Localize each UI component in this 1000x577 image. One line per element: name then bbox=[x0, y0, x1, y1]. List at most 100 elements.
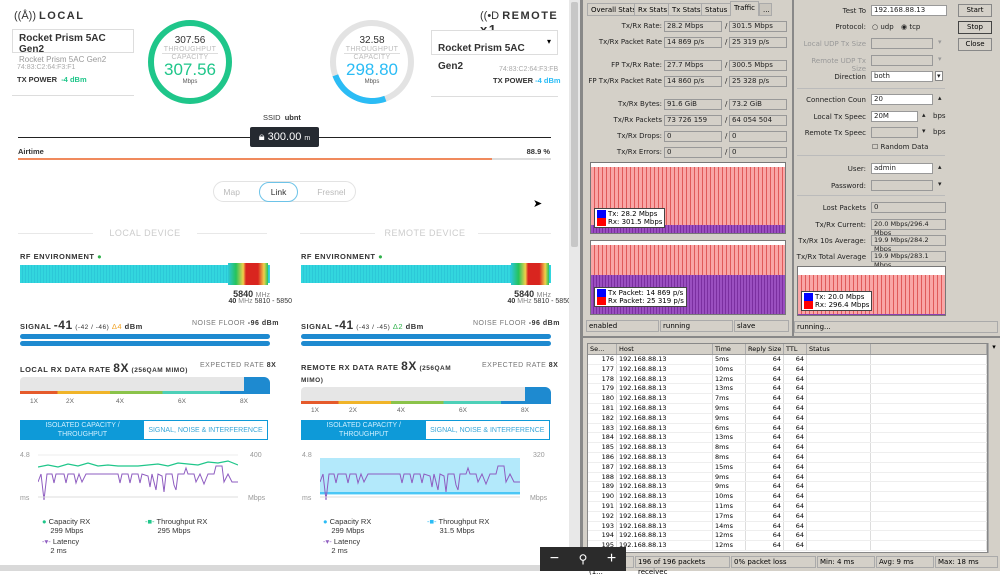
col-ttl[interactable]: TTL bbox=[784, 344, 807, 354]
local-rf-spectrum[interactable] bbox=[20, 263, 270, 285]
isolated-capacity-button[interactable]: ISOLATED CAPACITY / THROUGHPUT bbox=[21, 421, 144, 439]
column-menu-icon[interactable]: ▾ bbox=[992, 344, 996, 351]
table-row[interactable]: 194 192.168.88.13 12ms 64 64 bbox=[588, 531, 987, 542]
table-row[interactable]: 192 192.168.88.13 17ms 64 64 bbox=[588, 511, 987, 522]
tab-traffic[interactable]: Traffic bbox=[730, 1, 760, 16]
avg10-rate-field: 19.9 Mbps/284.2 Mbps bbox=[871, 235, 946, 253]
tab-rx-stats[interactable]: Rx Stats bbox=[634, 3, 672, 16]
table-row[interactable]: 193 192.168.88.13 14ms 64 64 bbox=[588, 521, 987, 532]
collapse-icon[interactable]: ▴ bbox=[938, 94, 942, 102]
remote-rf-spectrum[interactable] bbox=[301, 263, 551, 285]
view-tabs: Map Link Fresnel bbox=[213, 181, 356, 202]
remote-freq: 5840 MHz bbox=[514, 289, 551, 299]
table-row[interactable]: 182 192.168.88.13 9ms 64 64 bbox=[588, 413, 987, 424]
remote-tx-speed-input[interactable] bbox=[871, 127, 918, 138]
remote-udp-size-input[interactable] bbox=[871, 55, 933, 66]
help-icon[interactable]: ● bbox=[378, 252, 384, 261]
tab-fresnel[interactable]: Fresnel bbox=[317, 186, 346, 197]
dropdown-icon[interactable]: ▾ bbox=[935, 71, 943, 81]
table-cell: 12ms bbox=[713, 531, 746, 541]
col-time[interactable]: Time bbox=[713, 344, 746, 354]
protocol-tcp-radio[interactable]: ◉ tcp bbox=[901, 23, 921, 31]
isolated-capacity-button[interactable]: ISOLATED CAPACITY / THROUGHPUT bbox=[302, 421, 426, 439]
table-cell bbox=[807, 384, 871, 394]
table-cell: 9ms bbox=[713, 403, 746, 413]
table-row[interactable]: 188 192.168.88.13 9ms 64 64 bbox=[588, 472, 987, 483]
table-cell: 192.168.88.13 bbox=[617, 521, 713, 531]
user-input[interactable]: admin bbox=[871, 163, 933, 174]
signal-noise-button[interactable]: SIGNAL, NOISE & INTERFERENCE bbox=[425, 421, 549, 439]
collapse-icon[interactable]: ▴ bbox=[922, 111, 926, 119]
zoom-out-button[interactable]: − bbox=[549, 550, 560, 567]
remote-throughput-chart bbox=[320, 458, 520, 501]
table-row[interactable]: 179 192.168.88.13 13ms 64 64 bbox=[588, 384, 987, 395]
table-cell: 188 bbox=[588, 472, 617, 482]
table-cell: 64 bbox=[784, 364, 807, 374]
status-enabled: enabled bbox=[586, 320, 659, 332]
table-row[interactable]: 185 192.168.88.13 8ms 64 64 bbox=[588, 443, 987, 453]
col-reply-size[interactable]: Reply Size bbox=[746, 344, 784, 354]
help-icon[interactable]: ● bbox=[97, 252, 103, 261]
tab-link[interactable]: Link bbox=[258, 181, 299, 202]
table-row[interactable]: 184 192.168.88.13 13ms 64 64 bbox=[588, 433, 987, 444]
tab-status[interactable]: Status bbox=[701, 3, 732, 16]
table-row[interactable]: 180 192.168.88.13 7ms 64 64 bbox=[588, 394, 987, 404]
local-tx-speed-input[interactable]: 20M bbox=[871, 111, 918, 122]
table-row[interactable]: 186 192.168.88.13 8ms 64 64 bbox=[588, 452, 987, 463]
table-row[interactable]: 181 192.168.88.13 9ms 64 64 bbox=[588, 403, 987, 414]
start-button[interactable]: Start bbox=[958, 4, 992, 17]
slash: / bbox=[725, 116, 728, 124]
table-row[interactable]: 187 192.168.88.13 15ms 64 64 bbox=[588, 462, 987, 473]
zoom-in-button[interactable]: + bbox=[606, 550, 617, 567]
btest-legend: Tx: 20.0 Mbps Rx: 296.4 Mbps bbox=[801, 291, 873, 311]
expand-icon[interactable]: ▾ bbox=[922, 127, 926, 135]
test-to-input[interactable]: 192.168.88.13 bbox=[871, 5, 947, 16]
table-cell: 64 bbox=[784, 462, 807, 472]
local-udp-size-input[interactable] bbox=[871, 38, 933, 49]
table-row[interactable]: 195 192.168.88.13 12ms 64 64 bbox=[588, 541, 987, 551]
antenna-icon: ((Å)) bbox=[14, 10, 40, 22]
collapse-icon[interactable]: ▴ bbox=[938, 163, 942, 171]
table-cell: 192.168.88.13 bbox=[617, 472, 713, 482]
stop-button[interactable]: Stop bbox=[958, 21, 992, 34]
table-row[interactable]: 191 192.168.88.13 11ms 64 64 bbox=[588, 501, 987, 512]
table-cell: 64 bbox=[784, 492, 807, 501]
local-mac: 74:83:C2:64:F3:F1 bbox=[17, 64, 76, 71]
col-status[interactable]: Status bbox=[807, 344, 871, 354]
direction-select[interactable]: both bbox=[871, 71, 933, 82]
table-row[interactable]: 177 192.168.88.13 10ms 64 64 bbox=[588, 364, 987, 375]
connection-count-input[interactable]: 20 bbox=[871, 94, 933, 105]
col-seq[interactable]: Se... bbox=[588, 344, 617, 354]
dropdown-icon[interactable]: ▾ bbox=[938, 55, 942, 63]
signal-noise-button[interactable]: SIGNAL, NOISE & INTERFERENCE bbox=[144, 421, 267, 439]
local-capacity-gauge: 307.56 THROUGHPUT CAPACITY 307.56 Mbps bbox=[148, 20, 232, 104]
remote-device-select[interactable]: Rocket Prism 5AC Gen2 ▾ bbox=[431, 30, 558, 72]
table-row[interactable]: 190 192.168.88.13 10ms 64 64 bbox=[588, 492, 987, 502]
table-row[interactable]: 189 192.168.88.13 9ms 64 64 bbox=[588, 482, 987, 493]
table-cell: 13ms bbox=[713, 433, 746, 443]
expand-icon[interactable]: ▾ bbox=[938, 180, 942, 188]
col-host[interactable]: Host bbox=[617, 344, 713, 354]
table-row[interactable]: 183 192.168.88.13 6ms 64 64 bbox=[588, 423, 987, 434]
table-cell: 15ms bbox=[713, 462, 746, 472]
local-device-box[interactable]: Rocket Prism 5AC Gen2 Rocket Prism 5AC G… bbox=[12, 29, 134, 64]
tab-more[interactable]: ... bbox=[759, 3, 772, 16]
table-row[interactable]: 178 192.168.88.13 12ms 64 64 bbox=[588, 374, 987, 385]
table-row[interactable]: 176 192.168.88.13 5ms 64 64 bbox=[588, 355, 987, 365]
table-cell bbox=[807, 531, 871, 541]
random-data-checkbox[interactable]: ☐ Random Data bbox=[872, 143, 929, 151]
distance-badge[interactable]: 🔒︎ 300.00 m bbox=[250, 127, 319, 147]
tab-overall-stats[interactable]: Overall Stats bbox=[587, 3, 641, 16]
left-scrollbar[interactable] bbox=[569, 0, 580, 571]
table-scrollbar[interactable]: ▾ bbox=[988, 343, 999, 553]
airtime-value: 88.9 % bbox=[526, 147, 550, 156]
protocol-udp-radio[interactable]: ○ udp bbox=[872, 23, 894, 31]
fp-rx-packet-rate-field: 25 328 p/s bbox=[729, 76, 787, 87]
tab-tx-stats[interactable]: Tx Stats bbox=[668, 3, 705, 16]
table-cell bbox=[807, 433, 871, 443]
tab-map[interactable]: Map bbox=[223, 186, 240, 197]
unit: bps bbox=[933, 112, 946, 120]
password-input[interactable] bbox=[871, 180, 933, 191]
dropdown-icon[interactable]: ▾ bbox=[938, 38, 942, 46]
close-button[interactable]: Close bbox=[958, 38, 992, 51]
